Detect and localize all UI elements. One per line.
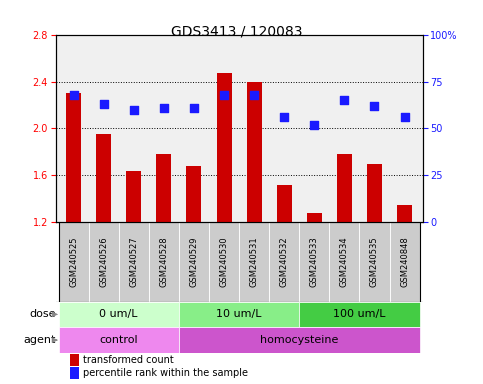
Text: GSM240526: GSM240526: [99, 237, 108, 287]
Text: GDS3413 / 120083: GDS3413 / 120083: [171, 25, 302, 39]
Bar: [70, 354, 79, 366]
Text: 10 um/L: 10 um/L: [216, 310, 262, 319]
Text: GSM240848: GSM240848: [400, 237, 409, 287]
Bar: [337, 154, 352, 222]
Bar: [186, 166, 201, 222]
Bar: [359, 222, 389, 301]
Point: [220, 92, 228, 98]
Text: GSM240528: GSM240528: [159, 237, 169, 287]
Text: GSM240529: GSM240529: [189, 237, 199, 287]
Bar: [156, 154, 171, 222]
Bar: [66, 93, 81, 222]
Text: percentile rank within the sample: percentile rank within the sample: [83, 367, 248, 377]
Bar: [119, 222, 149, 301]
Text: dose: dose: [29, 310, 56, 319]
Bar: [70, 367, 79, 379]
Bar: [58, 327, 179, 353]
Text: GSM240533: GSM240533: [310, 237, 319, 287]
Point: [401, 114, 409, 120]
Point: [370, 103, 378, 109]
Point: [280, 114, 288, 120]
Text: 100 um/L: 100 um/L: [333, 310, 386, 319]
Text: homocysteine: homocysteine: [260, 335, 339, 345]
Point: [160, 105, 168, 111]
Bar: [58, 222, 89, 301]
Text: control: control: [99, 335, 138, 345]
Point: [190, 105, 198, 111]
Bar: [269, 222, 299, 301]
Bar: [299, 301, 420, 327]
Text: GSM240534: GSM240534: [340, 237, 349, 287]
Point: [341, 97, 348, 103]
Bar: [307, 213, 322, 222]
Bar: [247, 81, 262, 222]
Bar: [89, 222, 119, 301]
Bar: [149, 222, 179, 301]
Point: [311, 122, 318, 128]
Text: GSM240530: GSM240530: [220, 237, 228, 287]
Bar: [179, 222, 209, 301]
Bar: [96, 134, 111, 222]
Bar: [389, 222, 420, 301]
Text: agent: agent: [24, 335, 56, 345]
Bar: [299, 222, 329, 301]
Bar: [239, 222, 269, 301]
Bar: [277, 185, 292, 222]
Text: GSM240532: GSM240532: [280, 237, 289, 287]
Bar: [58, 301, 179, 327]
Text: GSM240525: GSM240525: [69, 237, 78, 287]
Bar: [209, 222, 239, 301]
Bar: [179, 327, 420, 353]
Text: GSM240527: GSM240527: [129, 237, 138, 287]
Point: [130, 107, 138, 113]
Point: [250, 92, 258, 98]
Bar: [126, 171, 142, 222]
Bar: [367, 164, 382, 222]
Bar: [179, 301, 299, 327]
Point: [100, 101, 108, 107]
Bar: [329, 222, 359, 301]
Text: GSM240535: GSM240535: [370, 237, 379, 287]
Text: GSM240531: GSM240531: [250, 237, 258, 287]
Text: 0 um/L: 0 um/L: [99, 310, 138, 319]
Point: [70, 92, 77, 98]
Bar: [216, 73, 231, 222]
Bar: [397, 205, 412, 222]
Text: transformed count: transformed count: [83, 355, 174, 365]
